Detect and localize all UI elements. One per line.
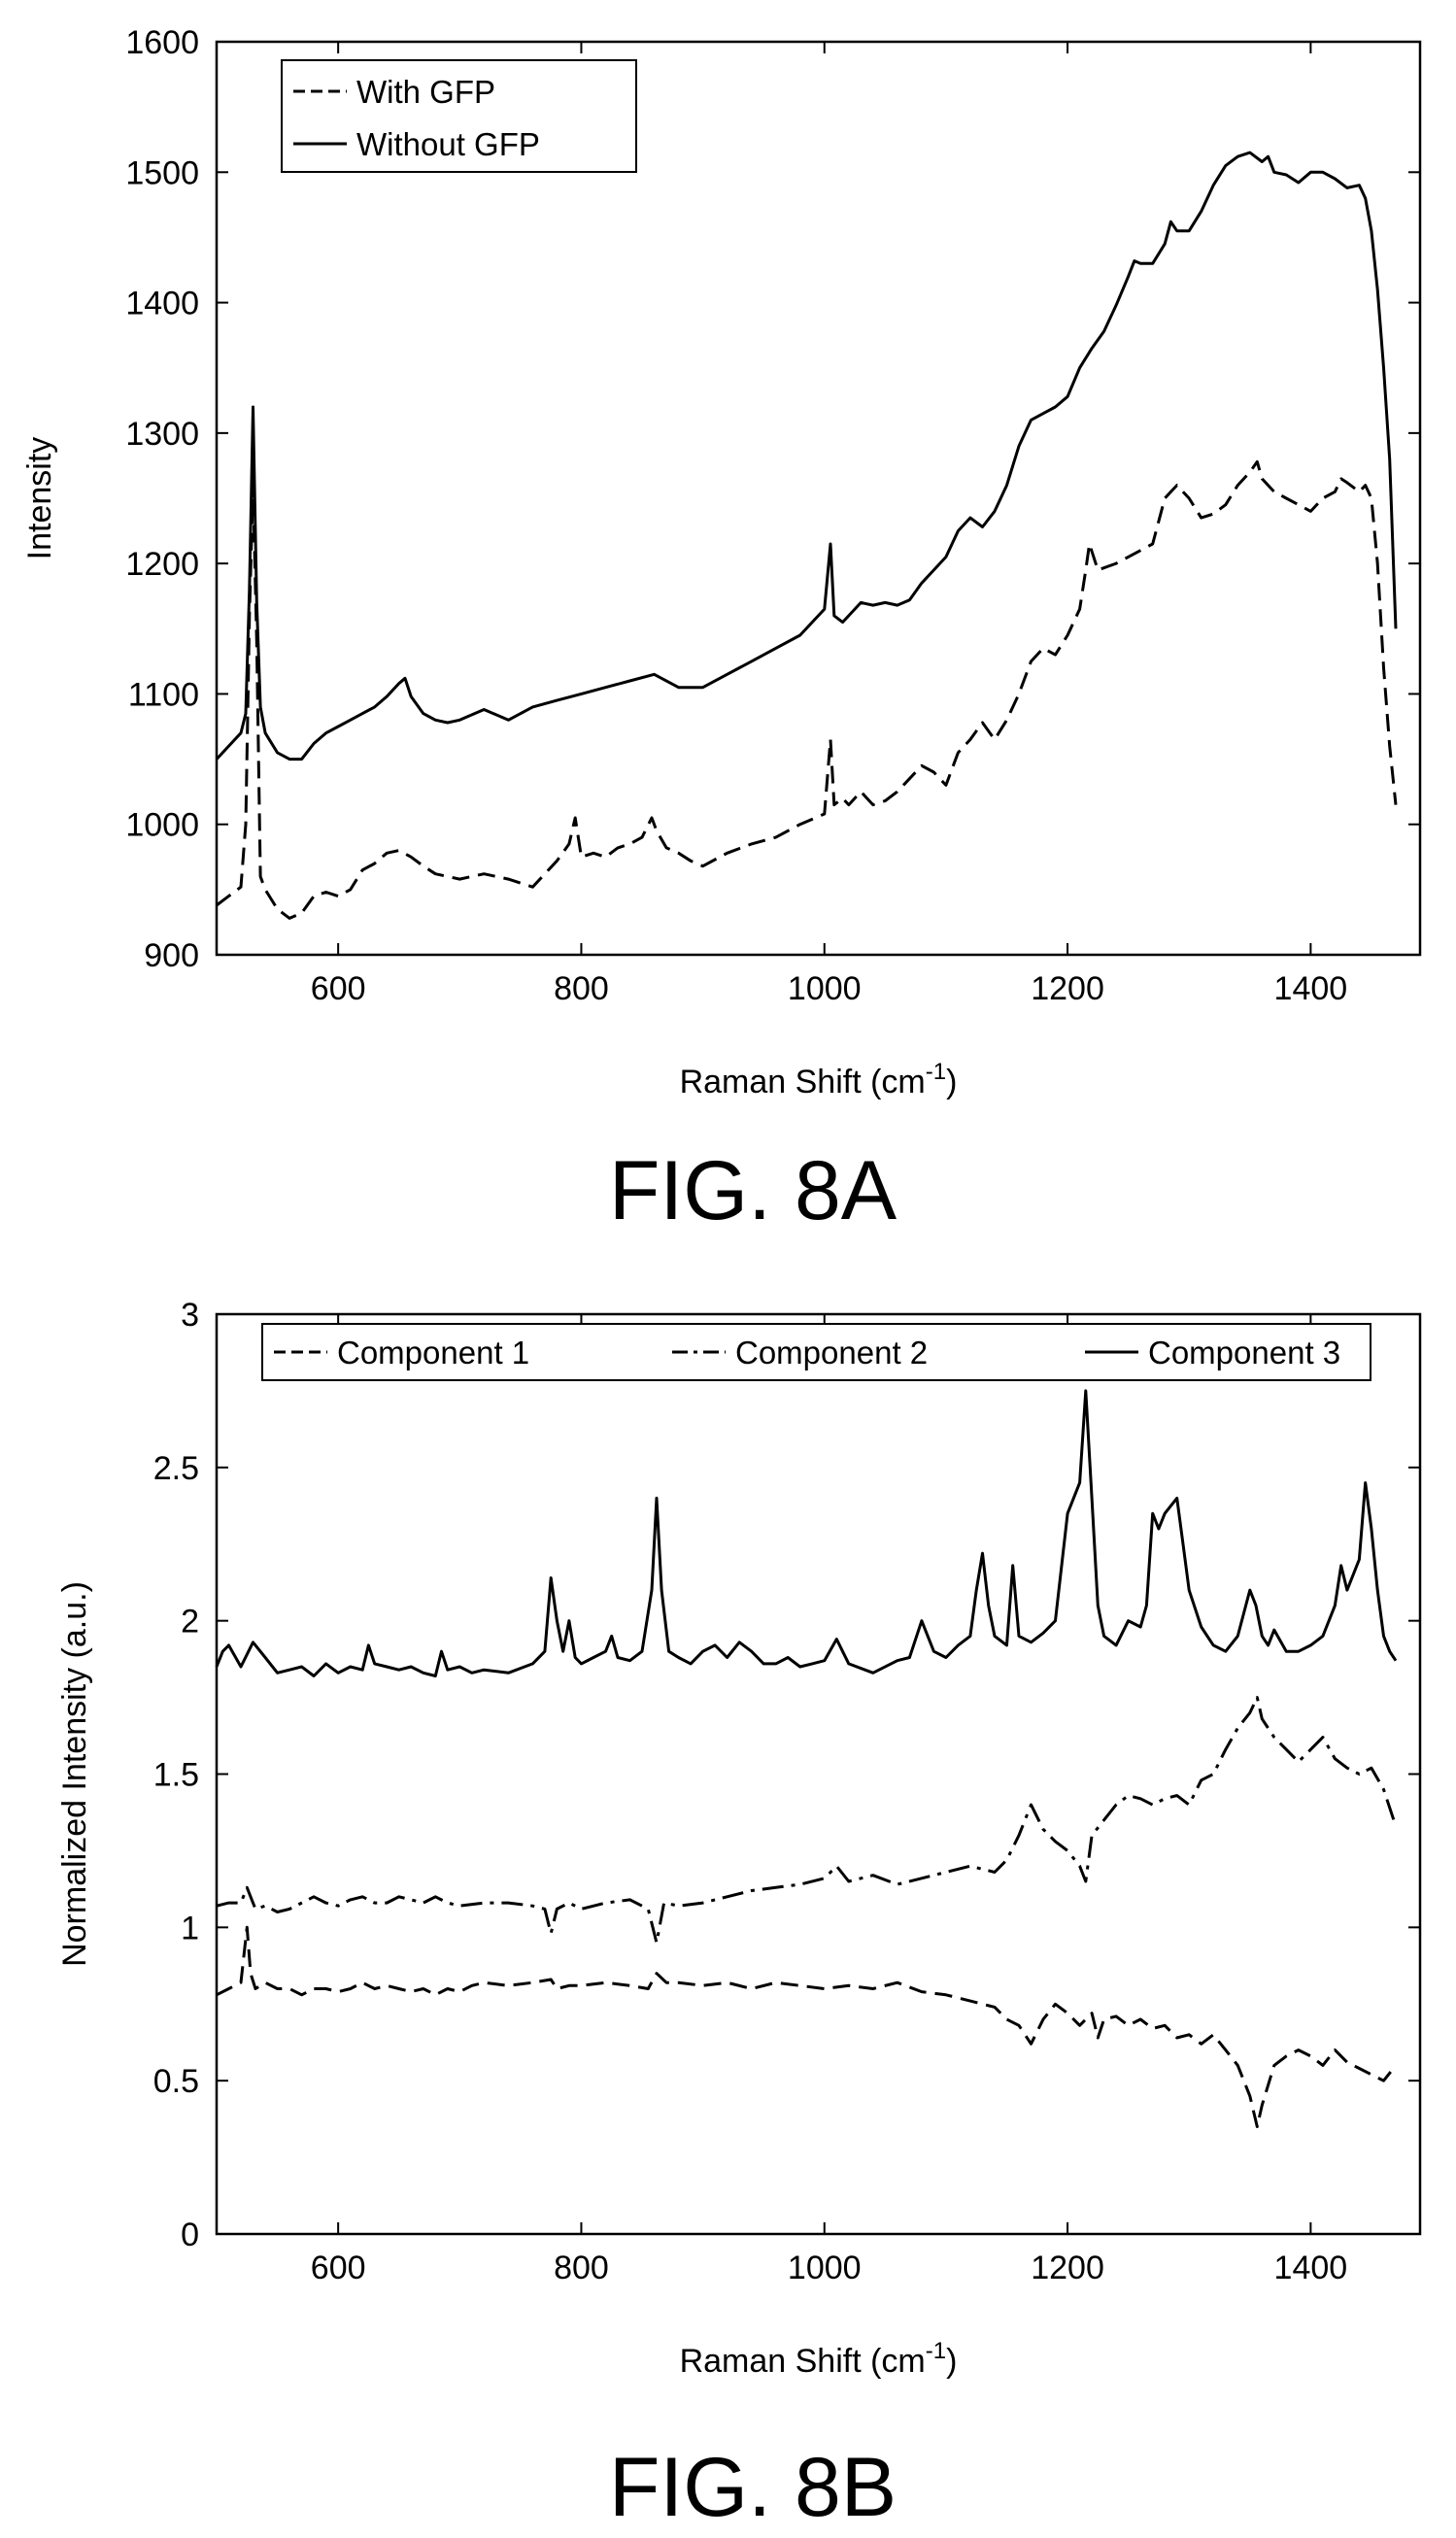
series-line-2 bbox=[215, 151, 1398, 761]
y-tick-label: 1400 bbox=[125, 286, 199, 322]
x-tick-label: 600 bbox=[311, 970, 366, 1007]
chart-1: 600 800 1000 1200 1400 900 1000 1100 1200 1300 140… bbox=[21, 24, 1422, 1237]
y-axis-label: Intensity bbox=[21, 437, 58, 560]
legend-entry-label: Without GFP bbox=[356, 126, 540, 162]
y-tick-label: 1600 bbox=[125, 24, 199, 61]
legend: Component 1 Component 2 Component 3 bbox=[261, 1323, 1371, 1381]
y-tick-label: 3 bbox=[181, 1297, 199, 1334]
x-tick-label: 1200 bbox=[1031, 2250, 1104, 2286]
y-tick-label: 0.5 bbox=[153, 2063, 199, 2100]
y-tick-label: 1300 bbox=[125, 416, 199, 453]
legend-entry-label: Component 1 bbox=[337, 1335, 529, 1371]
y-tick-label: 1 bbox=[181, 1910, 199, 1946]
x-tick-label: 1400 bbox=[1274, 970, 1348, 1007]
x-tick-label: 1200 bbox=[1031, 970, 1104, 1007]
legend-box bbox=[281, 59, 637, 173]
x-tick-label: 800 bbox=[554, 2250, 609, 2286]
x-tick-label: 600 bbox=[311, 2250, 366, 2286]
y-tick-label: 0 bbox=[181, 2217, 199, 2253]
x-tick-label: 1000 bbox=[788, 2250, 862, 2286]
legend-box bbox=[261, 1323, 1371, 1381]
y-tick-label: 1000 bbox=[125, 807, 199, 844]
x-axis-label: Raman Shift (cm-1) bbox=[680, 2338, 958, 2380]
y-tick-label: 1500 bbox=[125, 154, 199, 191]
series-line-2 bbox=[216, 1696, 1398, 1945]
series-line-1 bbox=[216, 459, 1398, 920]
y-tick-label: 2 bbox=[181, 1604, 199, 1641]
y-tick-label: 1100 bbox=[128, 676, 199, 713]
chart-2: 600 800 1000 1200 1400 0 0.5 1 1.5 2 2.5 3 Raman Shi… bbox=[56, 1297, 1422, 2534]
legend-entry-label: Component 2 bbox=[735, 1335, 928, 1371]
y-tick-label: 900 bbox=[144, 937, 199, 974]
x-tick-label: 1000 bbox=[788, 970, 862, 1007]
x-tick-label: 800 bbox=[554, 970, 609, 1007]
series-line-1 bbox=[216, 1925, 1398, 2128]
series-line-3 bbox=[215, 1389, 1398, 1677]
legend: With GFP Without GFP bbox=[281, 59, 637, 173]
y-tick-label: 2.5 bbox=[153, 1450, 199, 1487]
x-tick-label: 1400 bbox=[1274, 2250, 1348, 2286]
y-axis-label: Normalized Intensity (a.u.) bbox=[56, 1581, 93, 1967]
x-axis-label: Raman Shift (cm-1) bbox=[680, 1059, 958, 1100]
legend-entry-label: Component 3 bbox=[1148, 1335, 1340, 1371]
y-tick-label: 1200 bbox=[125, 546, 199, 583]
plot-frame bbox=[215, 40, 1422, 957]
figure-caption: FIG. 8B bbox=[609, 2441, 897, 2534]
figure-caption: FIG. 8A bbox=[609, 1144, 897, 1237]
legend-entry-label: With GFP bbox=[356, 74, 495, 110]
y-tick-label: 1.5 bbox=[153, 1757, 199, 1794]
plot-frame bbox=[215, 1312, 1422, 2236]
